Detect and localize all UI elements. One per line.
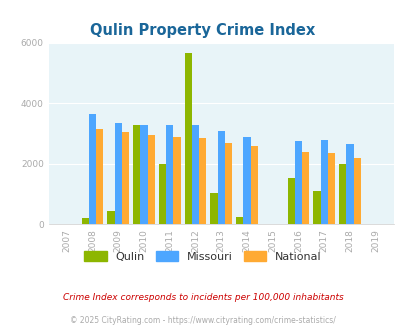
Bar xyxy=(166,124,173,224)
Bar xyxy=(224,143,232,224)
Bar xyxy=(173,137,180,224)
Bar xyxy=(301,152,309,224)
Text: © 2025 CityRating.com - https://www.cityrating.com/crime-statistics/: © 2025 CityRating.com - https://www.city… xyxy=(70,315,335,325)
Bar xyxy=(294,141,301,224)
Text: Crime Index corresponds to incidents per 100,000 inhabitants: Crime Index corresponds to incidents per… xyxy=(62,292,343,302)
Bar xyxy=(96,129,103,224)
Bar xyxy=(107,211,114,224)
Bar xyxy=(339,164,345,224)
Bar xyxy=(89,114,96,224)
Text: Qulin Property Crime Index: Qulin Property Crime Index xyxy=(90,23,315,38)
Bar xyxy=(122,132,129,224)
Bar xyxy=(192,124,198,224)
Bar xyxy=(243,137,250,224)
Bar xyxy=(158,164,166,224)
Bar xyxy=(210,193,217,224)
Bar xyxy=(327,153,334,224)
Bar xyxy=(345,144,353,224)
Bar xyxy=(287,178,294,224)
Bar xyxy=(217,131,224,224)
Bar xyxy=(184,53,192,224)
Bar xyxy=(140,124,147,224)
Bar xyxy=(236,217,243,224)
Bar xyxy=(353,158,360,224)
Bar xyxy=(147,135,154,224)
Bar xyxy=(320,140,327,224)
Bar xyxy=(198,138,206,224)
Bar xyxy=(114,123,122,224)
Bar xyxy=(133,124,140,224)
Bar xyxy=(313,191,320,224)
Bar xyxy=(81,218,89,224)
Legend: Qulin, Missouri, National: Qulin, Missouri, National xyxy=(80,247,325,267)
Bar xyxy=(250,146,257,224)
